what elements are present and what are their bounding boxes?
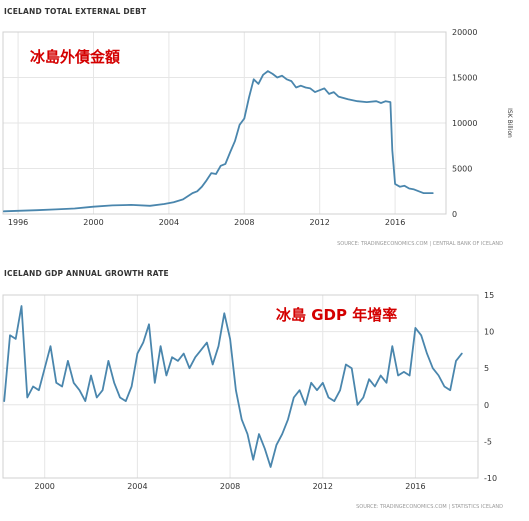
y-tick-label: -10 xyxy=(484,474,497,483)
x-tick-label: 2004 xyxy=(127,482,147,491)
chart-title: ICELAND GDP ANNUAL GROWTH RATE xyxy=(4,269,169,278)
x-tick-label: 2008 xyxy=(220,482,240,491)
y-tick-label: 15000 xyxy=(452,74,477,83)
y-tick-label: 5 xyxy=(484,364,489,373)
gdp-growth-chart: -10 -5 0 5 10 15 2000 2004 2008 2012 2016 xyxy=(2,291,497,491)
series-line xyxy=(3,70,434,213)
plot-frame xyxy=(2,294,479,479)
y-tick-label: 0 xyxy=(484,401,489,410)
y-tick-label: -5 xyxy=(484,437,492,446)
chart-title: ICELAND TOTAL EXTERNAL DEBT xyxy=(4,7,147,16)
chart-annotation: 冰島 GDP 年增率 xyxy=(276,306,398,324)
y-tick-label: 10 xyxy=(484,328,494,337)
external-debt-chart-panel: 0 5000 10000 15000 20000 1996 2000 2004 2008 2012… xyxy=(2,7,513,247)
x-tick-label: 2016 xyxy=(385,218,405,227)
external-debt-chart: 0 5000 10000 15000 20000 1996 2000 2004 2008 2012… xyxy=(2,28,513,227)
y-tick-label: 5000 xyxy=(452,165,472,174)
x-tick-label: 2000 xyxy=(83,218,103,227)
chart-source: SOURCE: TRADINGECONOMICS.COM | CENTRAL B… xyxy=(337,241,503,247)
x-tick-label: 2012 xyxy=(310,218,330,227)
x-tick-label: 2016 xyxy=(405,482,425,491)
x-tick-label: 2000 xyxy=(35,482,55,491)
x-tick-label: 2012 xyxy=(313,482,333,491)
chart-source: SOURCE: TRADINGECONOMICS.COM | STATISTIC… xyxy=(356,504,503,510)
x-tick-label: 2008 xyxy=(234,218,254,227)
chart-annotation: 冰島外債金額 xyxy=(30,48,121,66)
y-tick-label: 10000 xyxy=(452,119,477,128)
series-line xyxy=(3,305,463,468)
plot-frame xyxy=(2,31,447,215)
y-tick-label: 20000 xyxy=(452,28,477,37)
gdp-growth-chart-panel: -10 -5 0 5 10 15 2000 2004 2008 2012 2016 ICELAND … xyxy=(0,262,529,521)
x-tick-label: 2004 xyxy=(159,218,179,227)
y-tick-label: 0 xyxy=(452,210,457,219)
x-tick-label: 1996 xyxy=(8,218,28,227)
y-tick-label: 15 xyxy=(484,291,494,300)
y-axis-label: ISK Billion xyxy=(506,108,513,138)
